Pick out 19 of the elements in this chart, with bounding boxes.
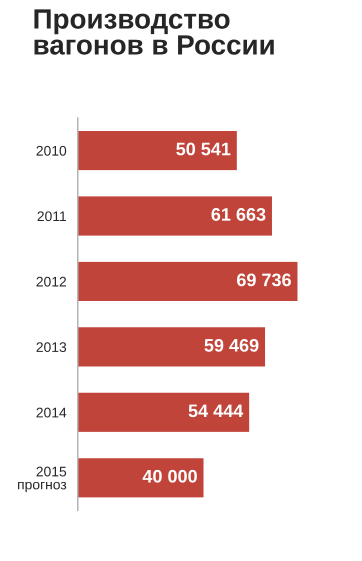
data-label: 50 541 [176, 142, 230, 156]
data-label: 40 000 [142, 470, 197, 483]
data-label: 54 444 [188, 404, 244, 418]
bar [78, 456, 205, 499]
bar [78, 391, 251, 434]
y-tick-label: 2015 прогноз [18, 466, 66, 492]
bar [78, 195, 274, 237]
y-tick-label: 2014 [36, 408, 66, 418]
data-label: 61 663 [212, 208, 266, 221]
bar [78, 130, 238, 172]
y-tick-label: 2012 [36, 276, 66, 287]
bar [78, 326, 266, 368]
y-tick-label: 2011 [38, 211, 66, 222]
data-label: 59 469 [204, 338, 258, 352]
y-tick-label: 2010 [36, 146, 66, 156]
chart-title: Производство вагонов в России [34, 9, 274, 55]
data-label: 69 736 [237, 273, 291, 286]
bar [78, 260, 299, 302]
y-tick-label: 2013 [36, 342, 66, 352]
